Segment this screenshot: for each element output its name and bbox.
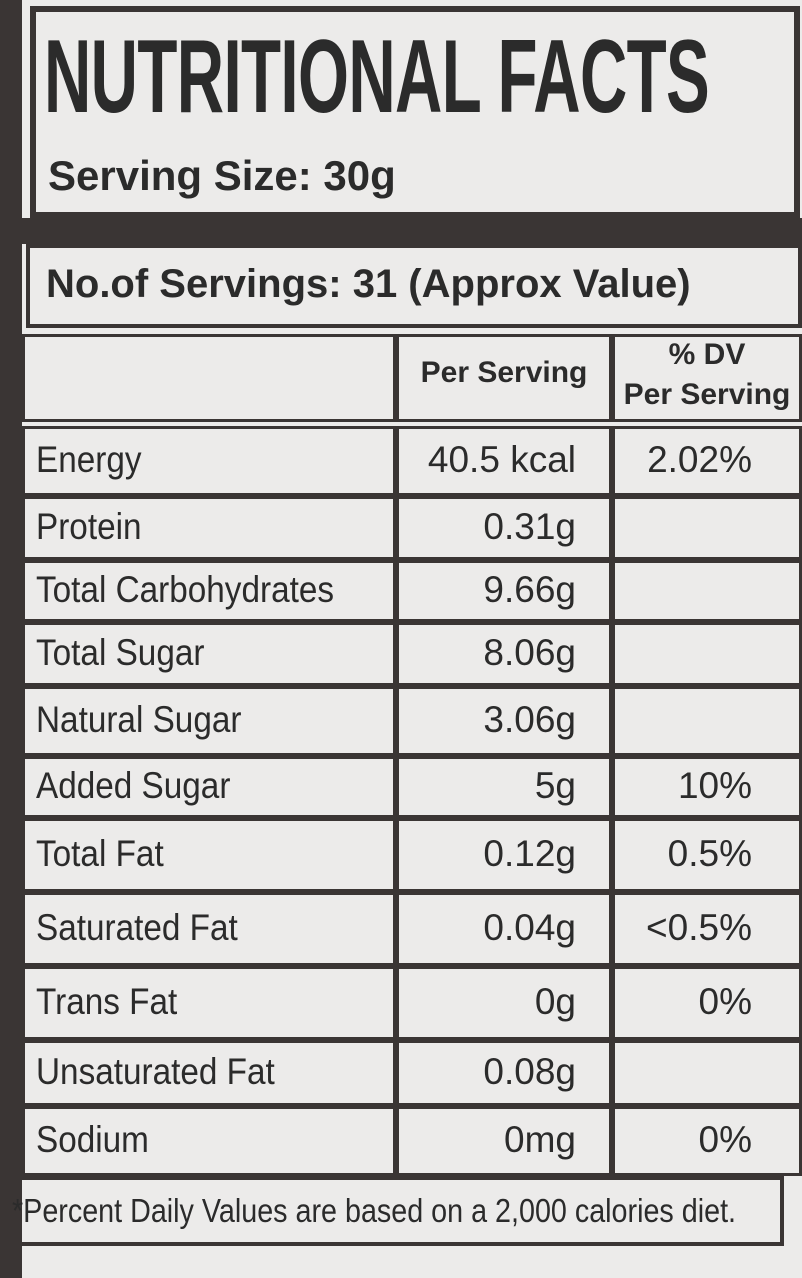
nutrient-name: Saturated Fat — [36, 907, 238, 948]
table-cell — [22, 686, 396, 756]
table-cell — [22, 426, 396, 496]
table-cell — [396, 686, 612, 756]
nutrient-amount: 0mg — [504, 1119, 576, 1160]
column-header: Per Serving — [623, 378, 791, 411]
footnote: *Percent Daily Values are based on a 2,0… — [12, 1192, 737, 1229]
nutrient-amount: 0.04g — [483, 907, 576, 948]
nutrient-amount: 3.06g — [483, 699, 576, 740]
column-header: % DV — [668, 338, 746, 371]
servings: No.of Servings: 31 (Approx Value) — [46, 262, 691, 306]
table-cell — [612, 334, 802, 422]
daily-value: <0.5% — [646, 907, 752, 948]
table-cell — [22, 1106, 396, 1176]
table-cell — [612, 426, 802, 496]
table-cell — [22, 334, 396, 422]
table-cell — [22, 622, 396, 686]
table-cell — [396, 818, 612, 892]
table-cell — [396, 560, 612, 622]
table-cell — [612, 818, 802, 892]
table-cell — [612, 966, 802, 1040]
table-cell — [612, 496, 802, 560]
nutrient-name: Total Carbohydrates — [36, 569, 335, 610]
nutrient-amount: 40.5 kcal — [427, 439, 576, 480]
table-cell — [22, 496, 396, 560]
daily-value: 10% — [677, 765, 752, 806]
table-cell — [396, 892, 612, 966]
table-cell — [396, 1106, 612, 1176]
nutrient-amount: 0.31g — [483, 506, 576, 547]
table-cell — [22, 966, 396, 1040]
table-cell — [612, 622, 802, 686]
table-cell — [22, 1040, 396, 1106]
daily-value: 0.5% — [667, 833, 752, 874]
nutrition-table: Per Serving % DV Per Serving Energy 40.5 kca… — [22, 334, 802, 1176]
nutrient-name: Total Sugar — [36, 632, 205, 673]
table-cell — [612, 686, 802, 756]
nutrient-name: Added Sugar — [36, 765, 231, 806]
nutrient-amount: 0g — [534, 981, 576, 1022]
daily-value: 2.02% — [647, 439, 752, 480]
nutrient-name: Protein — [36, 506, 142, 547]
table-cell — [22, 818, 396, 892]
nutrient-amount: 0.12g — [483, 833, 576, 874]
table-cell — [22, 892, 396, 966]
column-header: Per Serving — [420, 356, 588, 389]
serving-size: Serving Size: 30g — [48, 152, 396, 199]
table-cell — [612, 892, 802, 966]
table-cell — [396, 426, 612, 496]
nutrient-name: Sodium — [36, 1119, 149, 1160]
table-cell — [22, 756, 396, 818]
table-cell — [22, 560, 396, 622]
table-cell — [612, 1106, 802, 1176]
nutrient-name: Natural Sugar — [36, 699, 242, 740]
table-cell — [396, 496, 612, 560]
daily-value: 0% — [698, 981, 752, 1022]
table-cell — [396, 334, 612, 422]
footnote-box — [18, 1176, 784, 1246]
divider-bar — [22, 218, 802, 244]
table-cell — [396, 756, 612, 818]
servings-box — [26, 244, 802, 328]
title: NUTRITIONAL FACTS — [44, 19, 710, 135]
nutrient-name: Unsaturated Fat — [36, 1051, 275, 1092]
table-cell — [396, 966, 612, 1040]
nutrient-name: Total Fat — [36, 833, 164, 874]
nutrient-amount: 8.06g — [483, 632, 576, 673]
nutrient-amount: 9.66g — [483, 569, 576, 610]
nutrient-name: Energy — [36, 439, 142, 480]
title-box — [30, 6, 800, 218]
table-cell — [612, 1040, 802, 1106]
table-cell — [612, 756, 802, 818]
table-cell — [612, 560, 802, 622]
nutrient-amount: 5g — [534, 765, 576, 806]
table-cell — [396, 1040, 612, 1106]
table-cell — [396, 622, 612, 686]
daily-value: 0% — [698, 1119, 752, 1160]
nutrient-amount: 0.08g — [483, 1051, 576, 1092]
nutrient-name: Trans Fat — [36, 981, 178, 1022]
